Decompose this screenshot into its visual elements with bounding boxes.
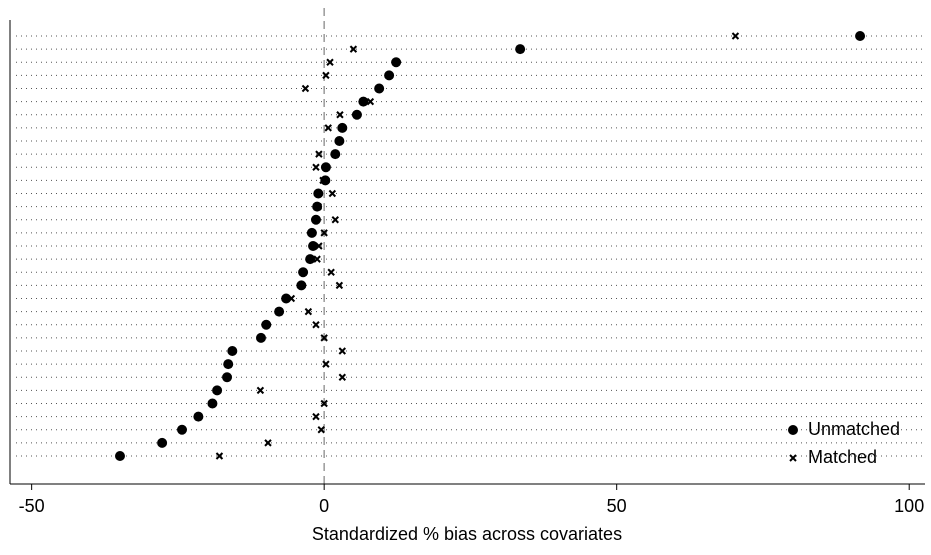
data-point xyxy=(319,176,327,185)
data-point xyxy=(310,214,321,225)
data-point xyxy=(313,188,324,199)
data-point xyxy=(222,372,233,383)
data-point xyxy=(317,426,325,434)
legend-marker xyxy=(788,425,798,435)
data-point xyxy=(327,268,335,276)
data-point xyxy=(312,412,320,421)
data-point xyxy=(324,124,332,132)
data-point xyxy=(335,281,344,290)
data-point xyxy=(256,386,265,395)
data-point xyxy=(304,307,313,316)
data-point xyxy=(301,84,310,93)
data-point xyxy=(320,175,331,186)
data-point xyxy=(177,424,188,435)
data-point xyxy=(157,437,168,448)
x-axis-title: Standardized % bias across covariates xyxy=(312,524,622,544)
data-point xyxy=(227,346,238,356)
data-point xyxy=(384,70,395,81)
data-point xyxy=(287,294,296,303)
data-point xyxy=(322,360,330,368)
data-point xyxy=(261,319,272,330)
data-point xyxy=(326,58,334,66)
data-point xyxy=(351,109,362,120)
x-tick-label: 50 xyxy=(607,496,627,516)
data-point xyxy=(315,242,323,250)
data-point xyxy=(855,31,866,41)
data-point xyxy=(337,122,348,133)
data-point xyxy=(207,398,218,409)
data-point xyxy=(114,451,125,461)
data-point xyxy=(320,334,328,342)
data-point xyxy=(223,359,234,370)
data-point xyxy=(328,189,337,198)
data-point xyxy=(366,97,375,106)
data-point xyxy=(255,332,266,343)
data-point xyxy=(320,399,328,408)
data-point xyxy=(281,293,292,304)
data-point xyxy=(193,411,204,422)
data-point xyxy=(312,321,320,329)
data-point xyxy=(305,254,316,265)
data-point xyxy=(349,45,358,53)
data-point xyxy=(264,439,272,447)
data-point xyxy=(330,149,341,160)
data-point xyxy=(320,162,331,173)
data-point xyxy=(298,267,309,278)
data-point xyxy=(335,137,344,145)
data-point xyxy=(274,306,285,317)
data-point xyxy=(215,452,224,460)
x-tick-label: -50 xyxy=(19,496,45,516)
data-point xyxy=(338,373,347,381)
data-point xyxy=(731,32,740,40)
data-point xyxy=(320,229,328,237)
data-point xyxy=(313,255,321,263)
x-tick-label: 0 xyxy=(319,496,329,516)
data-point xyxy=(212,385,223,396)
data-point xyxy=(312,163,320,171)
data-point xyxy=(322,71,330,80)
data-point xyxy=(515,44,526,55)
legend-label: Matched xyxy=(808,447,877,467)
legend-marker xyxy=(789,454,797,462)
data-point xyxy=(296,280,307,291)
data-point xyxy=(315,150,323,158)
data-point xyxy=(391,57,402,68)
data-point xyxy=(338,347,347,355)
data-point xyxy=(336,111,344,119)
data-point xyxy=(358,96,369,107)
data-point xyxy=(331,216,339,224)
data-point xyxy=(374,83,385,94)
data-point xyxy=(314,202,323,211)
legend-label: Unmatched xyxy=(808,419,900,439)
data-point xyxy=(306,227,317,238)
x-tick-label: 100 xyxy=(894,496,924,516)
